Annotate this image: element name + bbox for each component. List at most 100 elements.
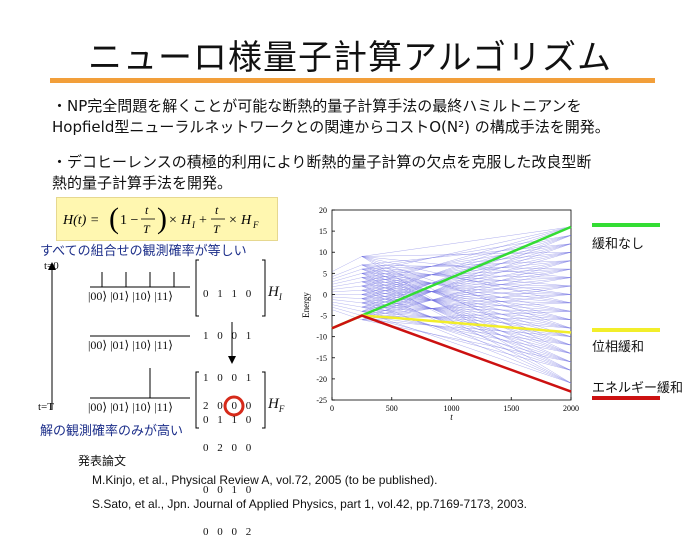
- matrix-row: 0 0 0 2: [203, 526, 255, 538]
- matrix-row: 0 1 1 0: [203, 414, 255, 426]
- svg-text:1 −: 1 −: [120, 213, 139, 228]
- y-axis-label: Energy: [301, 292, 311, 318]
- energy-level-line: [331, 306, 362, 316]
- bullet-2-line-2: 熱的量子計算手法を開発。: [52, 174, 233, 192]
- state-label: |11⟩: [154, 400, 173, 414]
- x-tick-label: 500: [386, 404, 398, 413]
- energy-level-line: [361, 226, 572, 299]
- slide-title: ニューロ様量子計算アルゴリズム: [88, 38, 612, 78]
- svg-text:+: +: [199, 213, 207, 228]
- y-tick-label: -20: [316, 375, 327, 384]
- legend-swatches: [592, 223, 660, 400]
- matrix-row: 1 0 0 1: [203, 372, 255, 384]
- energy-level-line: [361, 235, 572, 295]
- matrix-row: 2 0 0 0: [203, 400, 255, 412]
- energy-level-line: [361, 243, 572, 304]
- state-diagram: [48, 259, 266, 429]
- energy-level-line: [361, 226, 572, 274]
- svg-text:H: H: [180, 213, 192, 228]
- y-tick-label: 5: [323, 269, 327, 278]
- state-label: |01⟩: [110, 400, 130, 414]
- energy-level-line: [361, 260, 572, 308]
- energy-level-line: [331, 268, 362, 280]
- bullet-1-line-1: ・NP完全問題を解くことが可能な断熱的量子計算手法の最終ハミルトニアンを: [52, 97, 582, 115]
- y-tick-label: -25: [316, 396, 327, 405]
- label-hi: HI: [268, 284, 282, 302]
- matrix-row: 0 1 1 0: [203, 288, 255, 300]
- bullet-2-line-1: ・デコヒーレンスの積極的利用により断熱的量子計算の欠点を克服した改良型断: [52, 153, 592, 171]
- svg-text:×: ×: [229, 213, 237, 228]
- energy-level-line: [361, 243, 572, 316]
- bullet-1: ・NP完全問題を解くことが可能な断熱的量子計算手法の最終ハミルトニアンを Hop…: [52, 96, 662, 138]
- references-heading: 発表論文: [78, 454, 127, 468]
- state-label: |01⟩: [110, 289, 130, 303]
- energy-level-line: [361, 226, 572, 287]
- matrix-row: 1 0 0 1: [203, 330, 255, 342]
- x-tick-label: 1000: [444, 404, 460, 413]
- svg-text:×: ×: [169, 213, 177, 228]
- title-underline: [50, 78, 655, 83]
- caption-solution-probability: 解の観測確率のみが高い: [40, 424, 184, 439]
- state-label: |10⟩: [132, 289, 152, 303]
- energy-level-line: [361, 294, 572, 316]
- state-label: |00⟩: [88, 289, 108, 303]
- matrix-row: 0 2 0 0: [203, 442, 255, 454]
- svg-text:I: I: [191, 220, 196, 230]
- state-row-1: |00⟩ |01⟩ |10⟩ |11⟩: [88, 289, 173, 304]
- energy-level-line: [361, 315, 572, 371]
- y-tick-label: 20: [319, 206, 327, 215]
- reference-2: S.Sato, et al., Jpn. Journal of Applied …: [92, 497, 527, 511]
- svg-text:t: t: [145, 203, 149, 217]
- matrix-hi: 0 1 1 0 1 0 0 1 1 0 0 1 0 1 1 0: [203, 259, 254, 441]
- state-label: |10⟩: [132, 400, 152, 414]
- x-axis-label: t: [450, 412, 453, 422]
- svg-text:H: H: [240, 213, 252, 228]
- energy-level-line: [331, 264, 362, 277]
- energy-level-line: [331, 273, 362, 283]
- energy-level-line: [331, 304, 362, 312]
- legend-label-phase-relaxation: 位相緩和: [592, 340, 645, 355]
- energy-level-line: [361, 285, 572, 321]
- energy-level-line: [361, 319, 572, 363]
- energy-level-line: [331, 296, 362, 299]
- svg-text:H(t) =: H(t) =: [62, 213, 99, 228]
- svg-text:F: F: [252, 220, 259, 230]
- energy-level-line: [361, 319, 572, 337]
- svg-text:T: T: [213, 222, 221, 236]
- energy-level-line: [361, 268, 572, 316]
- energy-level-line: [331, 256, 362, 272]
- energy-chart: -25 -20 -15 -10 -5 0 5 10 15 20 0 500 1000 1500 2000 t E…: [301, 206, 579, 422]
- solution-highlight-circle: [223, 395, 245, 417]
- svg-text:): ): [157, 202, 167, 235]
- hamiltonian-formula: H(t) = ( 1 − t T ) × H I + t T × H F: [56, 197, 278, 241]
- series-line-2: [331, 314, 572, 393]
- energy-level-line: [331, 277, 362, 285]
- label-hf: HF: [268, 396, 285, 414]
- label-t-end: t=T: [38, 401, 54, 413]
- energy-level-line: [361, 235, 572, 321]
- y-tick-label: 0: [323, 290, 327, 299]
- legend-label-energy-relaxation: エネルギー緩和: [592, 381, 684, 396]
- x-tick-label: 1500: [503, 404, 519, 413]
- state-label: |11⟩: [154, 338, 173, 352]
- bullet-1-line-2: Hopfield型ニューラルネットワークとの関連からコストO(N²) の構成手法…: [52, 118, 610, 136]
- energy-level-line: [361, 311, 572, 384]
- energy-level-line: [331, 299, 362, 304]
- arrow-down: [228, 356, 236, 364]
- y-tick-label: -10: [316, 333, 327, 342]
- energy-level-line: [361, 226, 572, 257]
- legend-label-no-relaxation: 緩和なし: [592, 237, 645, 252]
- matrix-row: 0 0 1 0: [203, 484, 255, 496]
- energy-level-line: [361, 315, 572, 321]
- energy-level-line: [361, 260, 572, 321]
- y-tick-label: -5: [320, 312, 327, 321]
- energy-level-line: [361, 315, 572, 346]
- reference-1: M.Kinjo, et al., Physical Review A, vol.…: [92, 473, 438, 487]
- state-label: |10⟩: [132, 338, 152, 352]
- energy-level-line: [361, 235, 572, 283]
- energy-level-line: [361, 243, 572, 291]
- caption-equal-probability: すべての組合せの観測確率が等しい: [40, 244, 247, 259]
- x-tick-label: 2000: [563, 404, 579, 413]
- state-label: |11⟩: [154, 289, 173, 303]
- y-tick-label: 10: [319, 248, 327, 257]
